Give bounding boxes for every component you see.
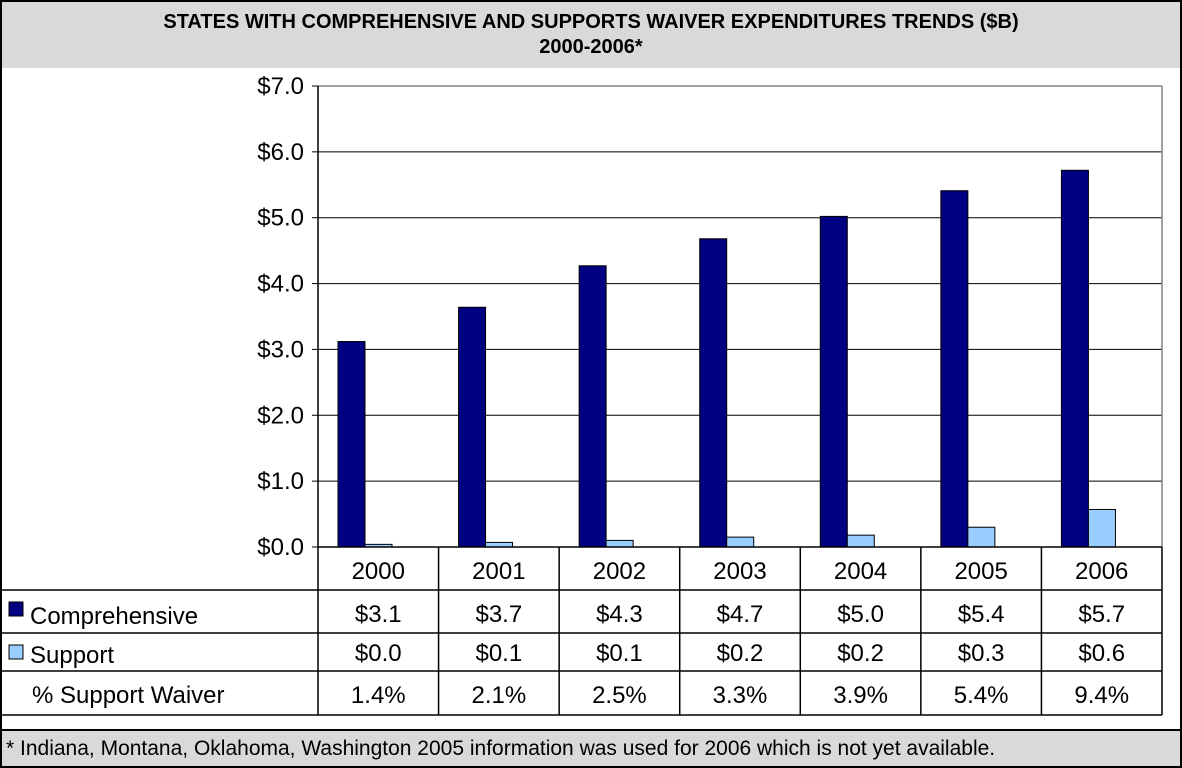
x-tick-label: 2000 [352, 558, 405, 585]
y-tick-label: $4.0 [257, 271, 304, 298]
x-tick-label: 2005 [954, 558, 1007, 585]
data-label-support-waiver: 5.4% [954, 682, 1009, 709]
data-label-comprehensive: $3.7 [475, 601, 522, 628]
y-tick-label: $1.0 [257, 468, 304, 495]
bar-comprehensive [940, 190, 969, 548]
data-label-comprehensive: $5.0 [837, 601, 884, 628]
bar-comprehensive [337, 341, 366, 548]
y-tick-label: $5.0 [257, 205, 304, 232]
chart-area: $0.0 $1.0 $2.0 $3.0 $4.0 $5.0 $6.0 $7.0 2000 2001… [0, 68, 1182, 731]
footnote: * Indiana, Montana, Oklahoma, Washington… [0, 729, 1182, 768]
legend-support-swatch [8, 644, 24, 660]
chart-title-line-1: STATES WITH COMPREHENSIVE AND SUPPORTS W… [163, 11, 1019, 33]
bar-comprehensive [1060, 169, 1089, 548]
data-label-support: $0.1 [475, 640, 522, 667]
data-label-comprehensive: $5.7 [1078, 601, 1125, 628]
bar-support [726, 536, 755, 548]
bar-support [605, 539, 634, 548]
bar-support [967, 526, 996, 548]
bar-chart: $0.0 $1.0 $2.0 $3.0 $4.0 $5.0 $6.0 $7.0 2000 2001… [2, 73, 1163, 716]
data-label-support: $0.0 [355, 640, 402, 667]
bar-support [846, 534, 875, 548]
bar-comprehensive [699, 238, 728, 548]
x-tick-label: 2006 [1075, 558, 1128, 585]
data-label-comprehensive: $4.7 [717, 601, 764, 628]
data-label-support: $0.3 [958, 640, 1005, 667]
data-label-support-waiver: 1.4% [351, 682, 406, 709]
data-label-support: $0.6 [1078, 640, 1125, 667]
legend-support-label: Support [30, 642, 114, 669]
chart-title-line-2: 2000-2006* [539, 36, 643, 58]
legend-comprehensive-label: Comprehensive [30, 603, 198, 630]
data-label-comprehensive: $4.3 [596, 601, 643, 628]
x-tick-label: 2004 [834, 558, 887, 585]
y-tick-label: $6.0 [257, 139, 304, 166]
data-label-support: $0.2 [837, 640, 884, 667]
data-label-support-waiver: 3.3% [713, 682, 768, 709]
row-label-support-waiver: % Support Waiver [32, 682, 225, 709]
chart-title: STATES WITH COMPREHENSIVE AND SUPPORTS W… [0, 0, 1182, 70]
bar-comprehensive [819, 215, 848, 548]
y-tick-label: $7.0 [257, 73, 304, 100]
y-tick-label: $0.0 [257, 534, 304, 561]
data-label-support: $0.2 [717, 640, 764, 667]
data-label-comprehensive: $3.1 [355, 601, 402, 628]
bar-comprehensive [578, 265, 607, 548]
x-tick-label: 2002 [593, 558, 646, 585]
x-tick-label: 2001 [472, 558, 525, 585]
y-tick-label: $2.0 [257, 402, 304, 429]
y-tick-label: $3.0 [257, 336, 304, 363]
data-label-support-waiver: 2.5% [592, 682, 647, 709]
data-label-comprehensive: $5.4 [958, 601, 1005, 628]
data-label-support-waiver: 3.9% [833, 682, 888, 709]
bar-support [1087, 508, 1116, 548]
legend-comprehensive-swatch [8, 601, 24, 617]
data-label-support-waiver: 2.1% [472, 682, 527, 709]
data-label-support-waiver: 9.4% [1074, 682, 1129, 709]
x-tick-label: 2003 [713, 558, 766, 585]
data-label-support: $0.1 [596, 640, 643, 667]
bar-comprehensive [458, 306, 487, 548]
